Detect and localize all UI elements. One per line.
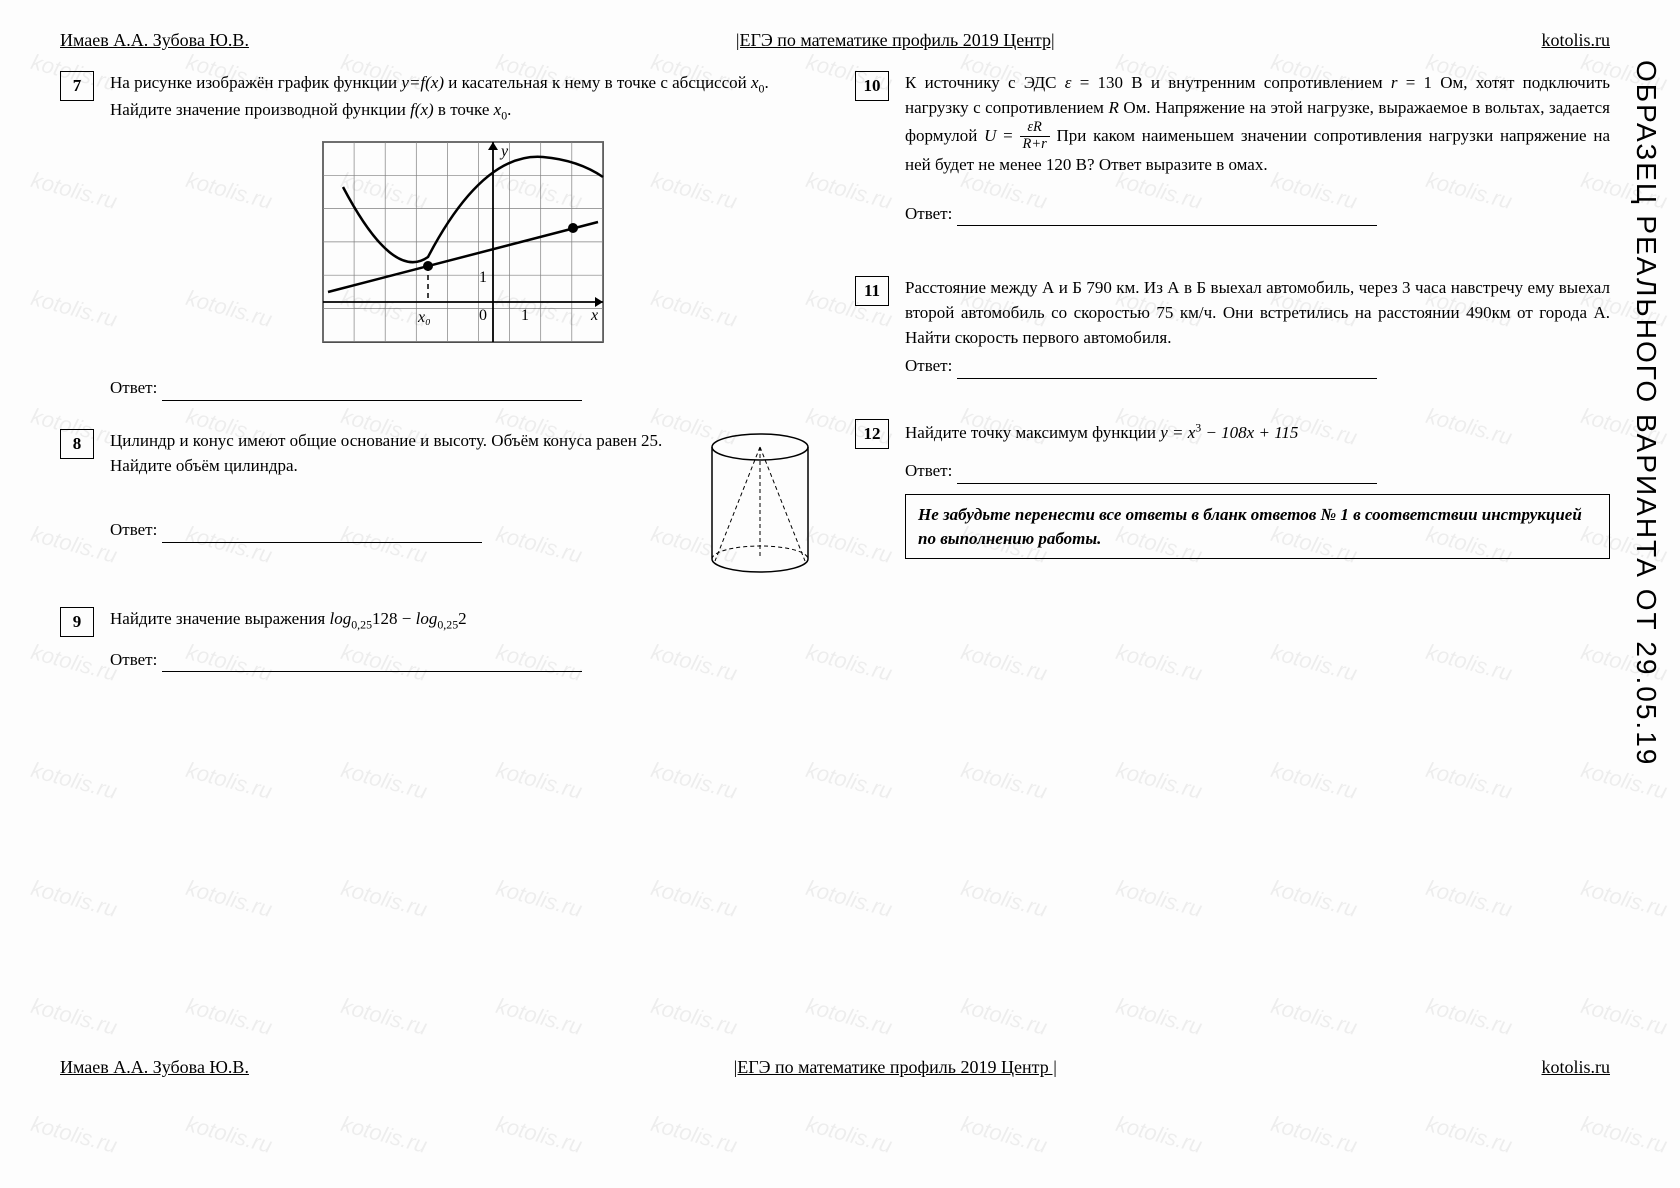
watermark: kotolis.ru — [1423, 993, 1515, 1041]
task-number: 9 — [60, 607, 94, 637]
svg-text:1: 1 — [521, 307, 529, 324]
watermark: kotolis.ru — [1113, 1111, 1205, 1159]
watermark: kotolis.ru — [803, 1111, 895, 1159]
watermark: kotolis.ru — [338, 757, 430, 805]
watermark: kotolis.ru — [28, 993, 120, 1041]
watermark: kotolis.ru — [958, 993, 1050, 1041]
task-number: 10 — [855, 71, 889, 101]
t11-text: Расстояние между А и Б 790 км. Из А в Б … — [905, 278, 1610, 346]
answer-row: Ответ: — [905, 459, 1610, 484]
watermark: kotolis.ru — [493, 875, 585, 923]
svg-text:x₀: x₀ — [417, 309, 431, 326]
answer-row: Ответ: — [110, 376, 815, 401]
answer-row: Ответ: — [905, 354, 1610, 379]
svg-text:y: y — [499, 143, 509, 160]
watermark: kotolis.ru — [493, 1111, 585, 1159]
watermark: kotolis.ru — [803, 757, 895, 805]
answer-row: Ответ: — [110, 518, 685, 543]
footer-right: kotolis.ru — [1541, 1057, 1610, 1078]
footer-left: Имаев А.А. Зубова Ю.В. — [60, 1057, 249, 1078]
watermark: kotolis.ru — [1113, 757, 1205, 805]
t10-text: К источнику с ЭДС ε = 130 В и внутренним… — [905, 73, 1610, 174]
answer-line — [162, 384, 582, 401]
task-11: 11 Расстояние между А и Б 790 км. Из А в… — [855, 276, 1610, 379]
left-column: 7 На рисунке изображён график функции y=… — [60, 71, 815, 700]
watermark: kotolis.ru — [493, 757, 585, 805]
watermark: kotolis.ru — [183, 757, 275, 805]
answer-line — [957, 209, 1377, 226]
watermark: kotolis.ru — [183, 1111, 275, 1159]
answer-line — [957, 467, 1377, 484]
watermark: kotolis.ru — [1578, 875, 1670, 923]
page-footer: Имаев А.А. Зубова Ю.В. |ЕГЭ по математик… — [60, 1057, 1610, 1078]
t12-text: Найдите точку максимум функции y = x3 − … — [905, 423, 1298, 442]
answer-line — [957, 362, 1377, 379]
svg-text:1: 1 — [479, 269, 487, 286]
cylinder-cone-figure — [705, 429, 815, 579]
watermark: kotolis.ru — [1268, 875, 1360, 923]
answer-row: Ответ: — [905, 202, 1610, 227]
task-number: 12 — [855, 419, 889, 449]
svg-text:0: 0 — [479, 307, 487, 324]
task-12: 12 Найдите точку максимум функции y = x3… — [855, 419, 1610, 560]
task-8: 8 Цилиндр и конус имеют общие основание … — [60, 429, 815, 579]
svg-text:x: x — [590, 307, 598, 324]
watermark: kotolis.ru — [648, 757, 740, 805]
answer-line — [162, 526, 482, 543]
watermark: kotolis.ru — [648, 993, 740, 1041]
footer-center: |ЕГЭ по математике профиль 2019 Центр | — [734, 1057, 1057, 1078]
watermark: kotolis.ru — [958, 1111, 1050, 1159]
header-right: kotolis.ru — [1541, 30, 1610, 51]
note-box: Не забудьте перенести все ответы в бланк… — [905, 494, 1610, 560]
watermark: kotolis.ru — [1423, 1111, 1515, 1159]
watermark: kotolis.ru — [28, 1111, 120, 1159]
watermark: kotolis.ru — [1113, 993, 1205, 1041]
watermark: kotolis.ru — [338, 993, 430, 1041]
task-number: 8 — [60, 429, 94, 459]
watermark: kotolis.ru — [28, 875, 120, 923]
watermark: kotolis.ru — [493, 993, 585, 1041]
watermark: kotolis.ru — [803, 875, 895, 923]
right-column: 10 К источнику с ЭДС ε = 130 В и внутрен… — [855, 71, 1610, 700]
header-left: Имаев А.А. Зубова Ю.В. — [60, 30, 249, 51]
watermark: kotolis.ru — [1268, 1111, 1360, 1159]
watermark: kotolis.ru — [1268, 757, 1360, 805]
watermark: kotolis.ru — [958, 875, 1050, 923]
watermark: kotolis.ru — [1268, 993, 1360, 1041]
watermark: kotolis.ru — [648, 875, 740, 923]
t7-text: На рисунке изображён график функции y=f(… — [110, 73, 769, 119]
watermark: kotolis.ru — [958, 757, 1050, 805]
watermark: kotolis.ru — [183, 875, 275, 923]
t9-text: Найдите значение выражения log0,25128 − … — [110, 609, 467, 628]
task-10: 10 К источнику с ЭДС ε = 130 В и внутрен… — [855, 71, 1610, 226]
t8-text: Цилиндр и конус имеют общие основание и … — [110, 431, 662, 475]
task-number: 11 — [855, 276, 889, 306]
watermark: kotolis.ru — [338, 1111, 430, 1159]
watermark: kotolis.ru — [803, 993, 895, 1041]
header-center: |ЕГЭ по математике профиль 2019 Центр| — [736, 30, 1055, 51]
watermark: kotolis.ru — [28, 757, 120, 805]
watermark: kotolis.ru — [1113, 875, 1205, 923]
task-9: 9 Найдите значение выражения log0,25128 … — [60, 607, 815, 672]
task-7-graph: y x 0 1 1 x₀ — [313, 132, 613, 362]
page-header: Имаев А.А. Зубова Ю.В. |ЕГЭ по математик… — [60, 30, 1610, 51]
watermark: kotolis.ru — [1578, 1111, 1670, 1159]
watermark: kotolis.ru — [338, 875, 430, 923]
side-label: ОБРАЗЕЦ РЕАЛЬНОГО ВАРИАНТА ОТ 29.05.19 — [1630, 60, 1662, 766]
watermark: kotolis.ru — [1423, 875, 1515, 923]
watermark: kotolis.ru — [1423, 757, 1515, 805]
watermark: kotolis.ru — [648, 1111, 740, 1159]
watermark: kotolis.ru — [1578, 993, 1670, 1041]
answer-row: Ответ: — [110, 648, 815, 673]
task-number: 7 — [60, 71, 94, 101]
task-7: 7 На рисунке изображён график функции y=… — [60, 71, 815, 401]
watermark: kotolis.ru — [183, 993, 275, 1041]
answer-line — [162, 655, 582, 672]
